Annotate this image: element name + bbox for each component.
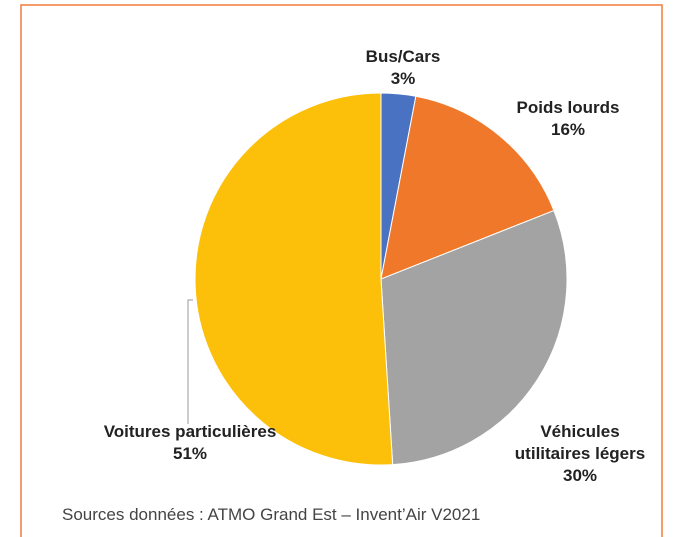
- slice-label: Poids lourds 16%: [488, 97, 648, 141]
- value-label: 51%: [172, 444, 208, 463]
- frame: [20, 4, 663, 537]
- slice-label: Voitures particulières 51%: [60, 421, 320, 465]
- pie: [194, 92, 568, 466]
- value-label: 3%: [390, 69, 416, 88]
- slice-label: Bus/Cars 3%: [343, 46, 463, 90]
- category-name: Bus/Cars: [365, 47, 441, 66]
- category-name: Voitures particulières: [103, 422, 277, 441]
- pie-slice: [194, 92, 394, 466]
- category-name: Poids lourds: [516, 98, 620, 117]
- category-name: Véhicules utilitaires légers: [514, 422, 646, 463]
- value-label: 16%: [550, 120, 586, 139]
- pie-slice: [380, 95, 555, 280]
- slice-label: Véhicules utilitaires légers 30%: [505, 421, 655, 487]
- value-label: 30%: [562, 466, 598, 485]
- leader-line: [187, 299, 193, 424]
- pie-slice: [380, 209, 568, 466]
- source: Sources données : ATMO Grand Est – Inven…: [62, 505, 481, 524]
